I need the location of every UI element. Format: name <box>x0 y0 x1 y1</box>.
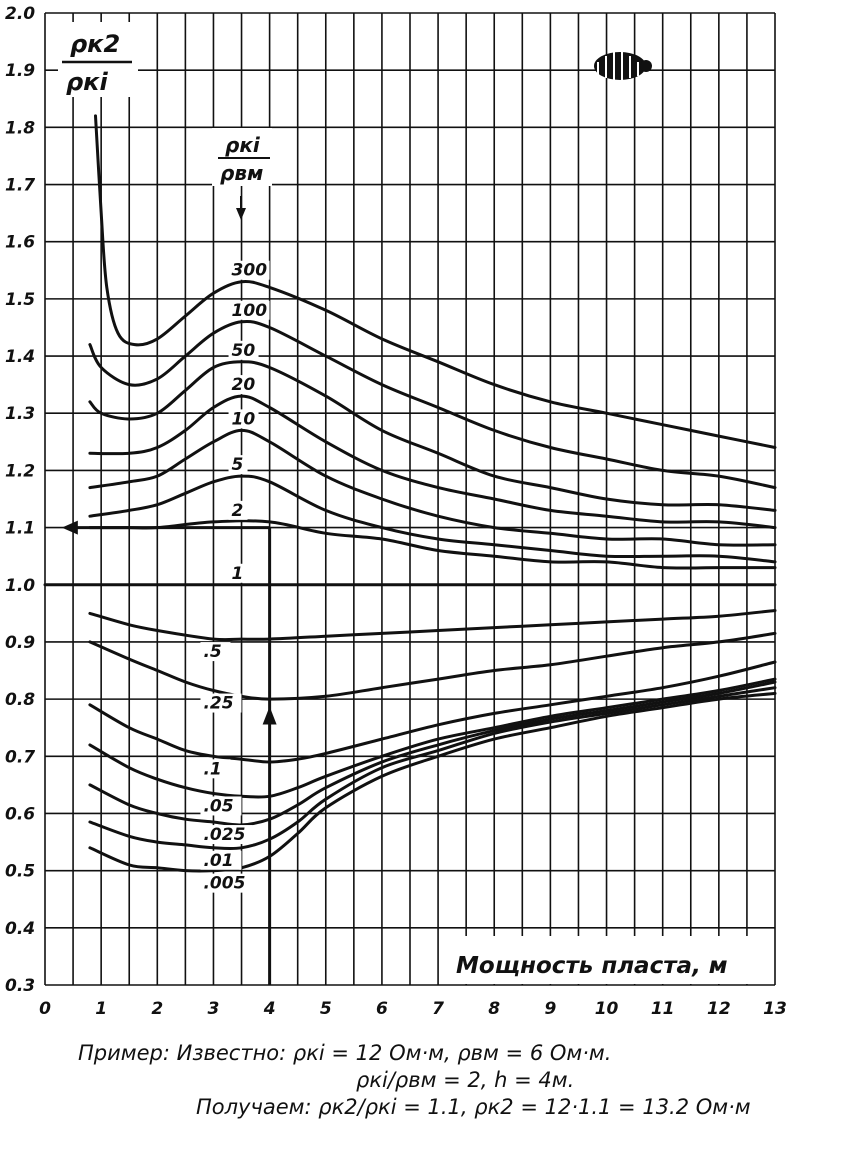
curve-p1 <box>88 660 777 764</box>
x-tick-label: 6 <box>376 999 388 1019</box>
example-line-2: ρкі/ρвм = 2, h = 4м. <box>356 1068 575 1092</box>
y-tick-label: 1.7 <box>5 176 35 196</box>
curve-labels-group: 300 100 50 20 10 5 2 1 .5 .25 .1 .05 .025 .01 .005 <box>200 260 270 894</box>
x-tick-label: 3 <box>208 999 220 1019</box>
curve-label-10: 10 <box>232 409 256 429</box>
curve-label-50: 50 <box>232 341 256 361</box>
x-tick-label: 9 <box>544 999 556 1019</box>
legend-title-numerator: ρкі <box>225 133 261 157</box>
x-tick-label: 5 <box>320 999 332 1019</box>
curve-label-100: 100 <box>232 301 268 321</box>
y-tick-label: 1.2 <box>5 461 35 481</box>
y-axis-title: ρк2 ρкі <box>58 22 138 97</box>
y-tick-label: 0.6 <box>5 804 35 824</box>
curve-p025 <box>88 680 777 827</box>
curve-p05 <box>88 677 777 799</box>
curve-p25 <box>88 631 777 701</box>
curve-10 <box>88 428 777 547</box>
y-tick-label: 0.5 <box>5 862 35 882</box>
curves-group <box>43 114 777 873</box>
x-axis-title: Мощность пласта, м <box>456 953 728 979</box>
y-tick-label: 1.1 <box>5 519 35 539</box>
y-tick-label: 1.5 <box>5 290 35 310</box>
legend-title-denominator: ρвм <box>220 161 263 185</box>
curve-50 <box>88 360 777 512</box>
publisher-logo <box>594 52 652 80</box>
curve-label-p005: .005 <box>203 874 245 894</box>
x-tick-label: 7 <box>432 999 444 1019</box>
nomogram-chart: ρк2 ρкі ρкі ρвм 300100502010521.5.25.1.0… <box>5 4 787 1019</box>
curve-5 <box>88 474 777 564</box>
y-tick-label: 1.3 <box>5 404 35 424</box>
curve-100 <box>88 319 777 490</box>
curve-300 <box>94 114 777 449</box>
curve-label-p25: .25 <box>203 694 233 714</box>
x-tick-label: 2 <box>151 999 163 1019</box>
y-axis-title-denominator: ρкі <box>66 68 108 96</box>
y-tick-label: 0.7 <box>5 747 35 767</box>
curve-p005 <box>88 691 777 873</box>
y-tick-label: 1.0 <box>5 576 35 596</box>
example-line-1: Пример: Известно: ρкі = 12 Ом·м, ρвм = 6… <box>78 1041 612 1065</box>
x-axis-ticks: 0 1 2 3 4 5 6 7 8 9 10 11 12 13 <box>39 999 787 1019</box>
curve-label-p1: .1 <box>203 759 221 779</box>
y-tick-label: 2.0 <box>5 4 35 24</box>
legend-title: ρкі ρвм <box>212 128 272 220</box>
curve-label-p5: .5 <box>203 642 221 662</box>
x-tick-label: 10 <box>595 999 619 1019</box>
curve-label-5: 5 <box>232 455 244 475</box>
y-tick-label: 0.3 <box>5 976 35 996</box>
y-tick-label: 0.4 <box>5 919 35 939</box>
curve-label-20: 20 <box>232 375 256 395</box>
curve-label-1: 1 <box>232 564 244 584</box>
y-tick-label: 1.8 <box>5 118 35 138</box>
x-axis-title-box: Мощность пласта, м <box>448 936 774 984</box>
y-axis-ticks: 0.3 0.4 0.5 0.6 0.7 0.8 0.9 1.0 1.1 1.2 1.3 1.4 1.5 1… <box>5 4 35 996</box>
x-tick-label: 13 <box>763 999 787 1019</box>
x-tick-label: 0 <box>39 999 51 1019</box>
curve-label-300: 300 <box>232 261 268 281</box>
curve-p01 <box>88 686 777 851</box>
x-tick-label: 1 <box>95 999 107 1019</box>
y-tick-label: 1.9 <box>5 61 35 81</box>
curve-label-p025: .025 <box>203 825 245 845</box>
x-tick-label: 8 <box>488 999 500 1019</box>
curve-20 <box>88 394 777 530</box>
x-tick-label: 4 <box>263 999 276 1019</box>
x-tick-label: 12 <box>707 999 731 1019</box>
example-line-3: Получаем: ρк2/ρкі = 1.1, ρк2 = 12·1.1 = … <box>196 1095 751 1119</box>
curve-label-2: 2 <box>232 501 244 521</box>
example-text: Пример: Известно: ρкі = 12 Ом·м, ρвм = 6… <box>0 1040 860 1121</box>
chart-grid <box>44 12 776 986</box>
y-tick-label: 1.4 <box>5 347 35 367</box>
x-tick-label: 11 <box>651 999 675 1019</box>
y-tick-label: 0.9 <box>5 633 35 653</box>
example-construction <box>61 520 277 985</box>
curve-label-p01: .01 <box>203 851 233 871</box>
y-axis-title-numerator: ρк2 <box>70 30 120 58</box>
y-tick-label: 0.8 <box>5 690 35 710</box>
curve-label-p05: .05 <box>203 796 233 816</box>
curve-p5 <box>88 609 777 642</box>
y-tick-label: 1.6 <box>5 233 35 253</box>
